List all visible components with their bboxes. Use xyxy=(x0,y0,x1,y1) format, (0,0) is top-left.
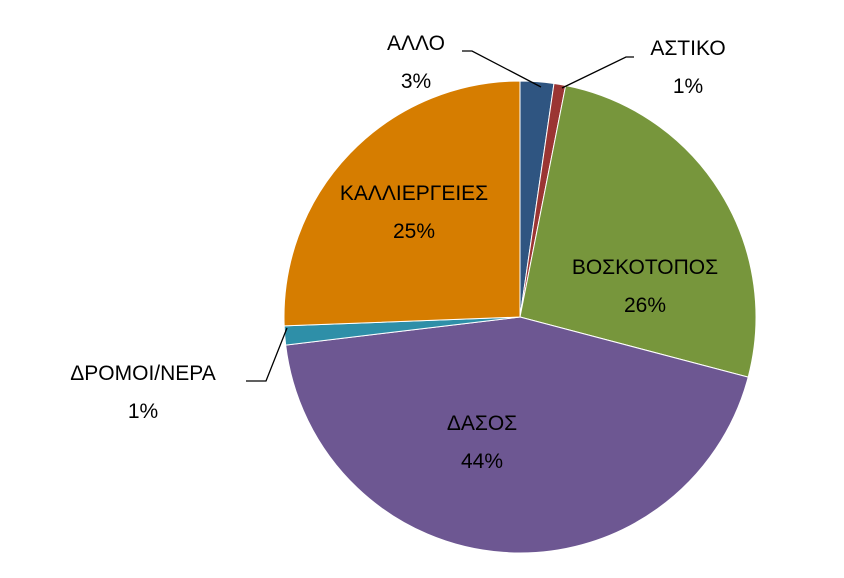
pie-slice-4 xyxy=(285,316,749,554)
slice-percent-1: 3% xyxy=(401,70,431,93)
pie-slice-6 xyxy=(283,80,521,327)
slice-label-3: ΒΟΣΚΟΤΟΠΟΣ xyxy=(572,256,718,279)
slice-label-6: ΚΑΛΛΙΕΡΓΕΙΕΣ xyxy=(340,182,488,205)
slice-percent-4: 44% xyxy=(461,450,503,473)
leader-line-5 xyxy=(246,327,288,382)
slice-percent-2: 1% xyxy=(673,75,703,98)
leader-line-2 xyxy=(561,56,634,89)
pie-slice-3 xyxy=(519,84,757,378)
leader-lines-layer xyxy=(246,50,634,382)
slice-label-2: ΑΣΤΙΚΟ xyxy=(650,37,725,60)
slices-layer xyxy=(283,80,757,554)
slice-percent-6: 25% xyxy=(393,220,435,243)
slice-label-1: ΑΛΛΟ xyxy=(387,32,445,55)
slice-label-5: ΔΡΟΜΟΙ/ΝΕΡΑ xyxy=(70,362,216,385)
labels-layer: ΑΛΛΟ 3% ΑΣΤΙΚΟ 1% ΒΟΣΚΟΤΟΠΟΣ 26% ΔΑΣΟΣ 44% ΔΡΟΜΟ… xyxy=(70,32,725,473)
slice-label-4: ΔΑΣΟΣ xyxy=(447,412,517,435)
slice-percent-5: 1% xyxy=(128,400,158,423)
slice-percent-3: 26% xyxy=(624,294,666,317)
leader-line-1 xyxy=(462,50,542,88)
